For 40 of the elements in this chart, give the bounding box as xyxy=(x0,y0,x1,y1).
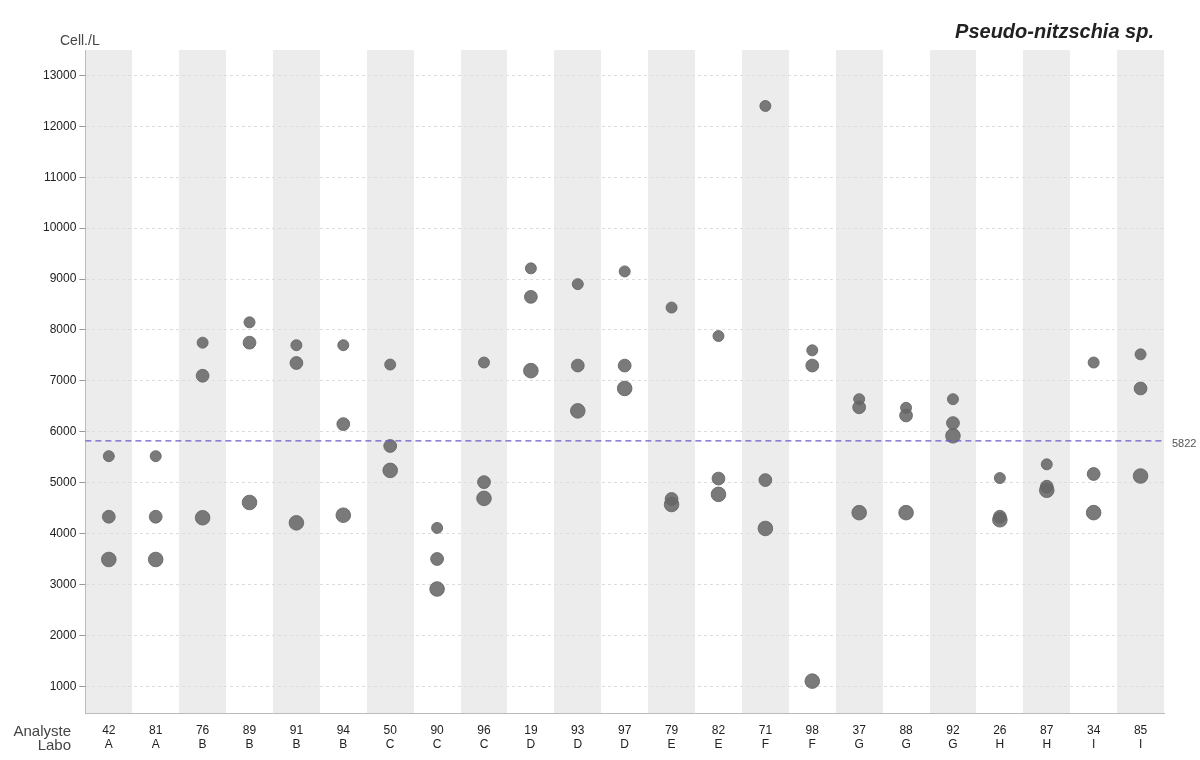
x-tick-label: 81 A xyxy=(149,722,163,752)
x-tick-label: 42 A xyxy=(102,722,116,752)
y-tick-label: 9000 xyxy=(49,271,77,286)
y-tick-label: 13000 xyxy=(42,67,77,82)
y-tick-label: 3000 xyxy=(49,576,77,591)
y-tick-label: 8000 xyxy=(49,322,77,337)
y-tick-label: 12000 xyxy=(42,118,77,133)
ref-line-label: 5822 xyxy=(1172,436,1197,449)
x-tick-label: 89 B xyxy=(242,722,257,752)
y-tick-label: 11000 xyxy=(43,169,77,184)
y-tick-label: 10000 xyxy=(42,220,77,235)
x-tick-label: 34 I xyxy=(1086,722,1101,752)
y-tick-label: 7000 xyxy=(49,373,77,388)
x-tick-label: 71 F xyxy=(758,722,773,752)
x-tick-label: 94 B xyxy=(336,722,351,752)
x-tick-label: 19 D xyxy=(524,722,538,752)
x-tick-label: 93 D xyxy=(571,722,585,752)
y-tick-label: 6000 xyxy=(49,424,77,439)
x-tick-label: 82 E xyxy=(711,722,726,752)
x-tick-label: 26 H xyxy=(993,722,1007,752)
x-tick-label: 98 F xyxy=(805,722,820,752)
x-tick-label: 92 G xyxy=(946,722,960,752)
x-tick-label: 91 B xyxy=(289,722,304,752)
x-tick-label: 87 H xyxy=(1040,722,1054,752)
x-tick-label: 79 E xyxy=(664,722,679,752)
y-tick-label: 5000 xyxy=(49,474,77,489)
y-tick-label: 1000 xyxy=(49,678,77,693)
x-tick-label: 96 C xyxy=(477,722,491,752)
x-tick-label: 90 C xyxy=(430,722,445,752)
x-axis-title: Analyste Labo xyxy=(13,722,71,754)
chart-title: Pseudo-nitzschia sp. xyxy=(955,20,1154,42)
x-tick-label: 50 C xyxy=(383,722,398,752)
y-tick-label: 2000 xyxy=(49,627,77,642)
y-axis-title: Cell./L xyxy=(60,32,100,48)
x-tick-label: 85 I xyxy=(1133,722,1148,752)
x-tick-label: 76 B xyxy=(195,722,210,752)
x-tick-label: 97 D xyxy=(618,722,632,752)
x-tick-label: 37 G xyxy=(852,722,867,752)
x-tick-label: 88 G xyxy=(899,722,914,752)
y-tick-label: 4000 xyxy=(49,525,77,540)
